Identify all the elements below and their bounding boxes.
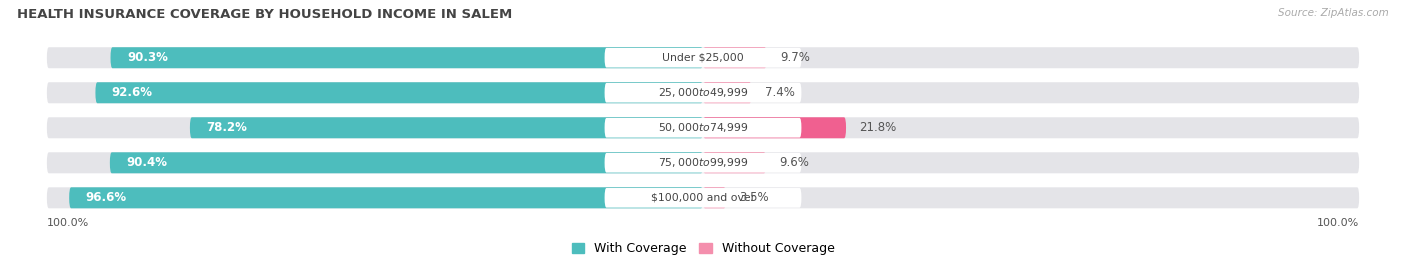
FancyBboxPatch shape [703, 187, 725, 208]
Text: 90.4%: 90.4% [127, 156, 167, 169]
Text: 90.3%: 90.3% [127, 51, 167, 64]
Text: 100.0%: 100.0% [1317, 218, 1360, 228]
FancyBboxPatch shape [96, 82, 703, 103]
Text: 78.2%: 78.2% [207, 121, 247, 134]
Text: 7.4%: 7.4% [765, 86, 794, 99]
FancyBboxPatch shape [703, 82, 752, 103]
Text: 9.6%: 9.6% [779, 156, 808, 169]
FancyBboxPatch shape [605, 48, 801, 68]
Text: $75,000 to $99,999: $75,000 to $99,999 [658, 156, 748, 169]
Text: Source: ZipAtlas.com: Source: ZipAtlas.com [1278, 8, 1389, 18]
FancyBboxPatch shape [703, 152, 766, 173]
Text: $50,000 to $74,999: $50,000 to $74,999 [658, 121, 748, 134]
FancyBboxPatch shape [46, 187, 1360, 208]
FancyBboxPatch shape [111, 47, 703, 68]
Text: 92.6%: 92.6% [112, 86, 153, 99]
Text: 96.6%: 96.6% [86, 191, 127, 204]
Text: 100.0%: 100.0% [46, 218, 89, 228]
Text: 21.8%: 21.8% [859, 121, 897, 134]
Text: 3.5%: 3.5% [740, 191, 769, 204]
Text: $25,000 to $49,999: $25,000 to $49,999 [658, 86, 748, 99]
FancyBboxPatch shape [46, 152, 1360, 173]
FancyBboxPatch shape [703, 47, 766, 68]
Text: 9.7%: 9.7% [780, 51, 810, 64]
FancyBboxPatch shape [190, 117, 703, 138]
Legend: With Coverage, Without Coverage: With Coverage, Without Coverage [572, 242, 834, 255]
Text: HEALTH INSURANCE COVERAGE BY HOUSEHOLD INCOME IN SALEM: HEALTH INSURANCE COVERAGE BY HOUSEHOLD I… [17, 8, 512, 21]
Text: $100,000 and over: $100,000 and over [651, 193, 755, 203]
FancyBboxPatch shape [110, 152, 703, 173]
FancyBboxPatch shape [605, 153, 801, 173]
FancyBboxPatch shape [605, 188, 801, 208]
FancyBboxPatch shape [605, 118, 801, 137]
FancyBboxPatch shape [46, 82, 1360, 103]
FancyBboxPatch shape [46, 117, 1360, 138]
FancyBboxPatch shape [703, 117, 846, 138]
Text: Under $25,000: Under $25,000 [662, 53, 744, 63]
FancyBboxPatch shape [605, 83, 801, 102]
FancyBboxPatch shape [46, 47, 1360, 68]
FancyBboxPatch shape [69, 187, 703, 208]
